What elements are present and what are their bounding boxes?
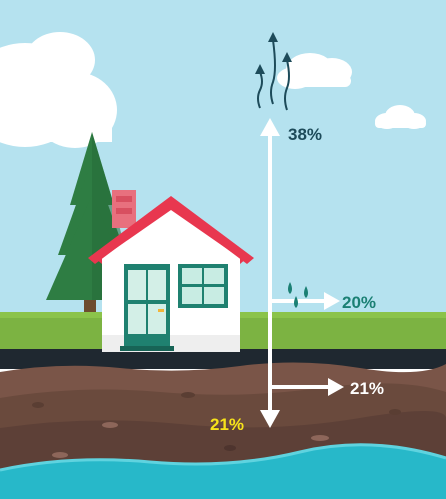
cloud-icon bbox=[375, 105, 426, 129]
water-flow-arrow-vertical bbox=[260, 118, 280, 428]
soil-top-line bbox=[0, 349, 446, 369]
evaporation-label: 38% bbox=[288, 125, 322, 144]
house-icon bbox=[88, 190, 254, 352]
runoff-label: 20% bbox=[342, 293, 376, 312]
groundwater bbox=[0, 444, 446, 499]
water-drops-icon bbox=[288, 282, 308, 308]
runoff-arrow bbox=[272, 292, 340, 310]
deep-infiltration-label: 21% bbox=[210, 415, 244, 434]
vapor-arrows-icon bbox=[257, 39, 290, 111]
infiltration-arrow bbox=[272, 378, 344, 396]
cloud-icon bbox=[0, 32, 117, 148]
cloud-icon bbox=[277, 53, 352, 89]
shallow-infiltration-label: 21% bbox=[350, 379, 384, 398]
